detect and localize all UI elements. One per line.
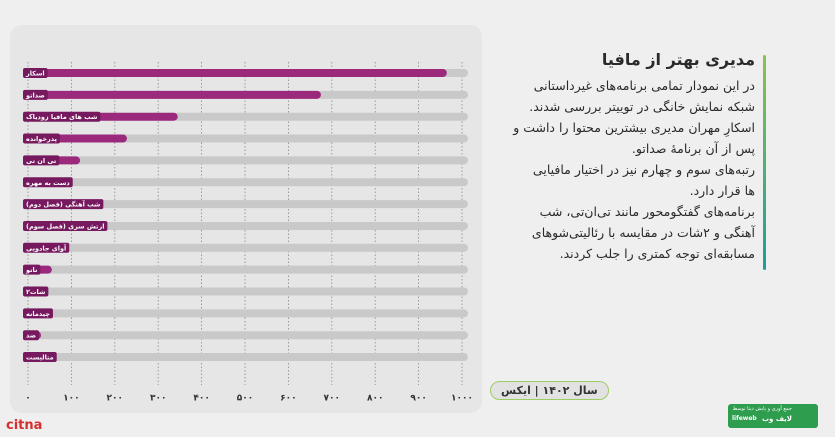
bar-track bbox=[23, 200, 468, 209]
bar-label: اسکار bbox=[25, 70, 45, 78]
x-tick-label: ۴۰۰ bbox=[193, 394, 209, 404]
bar-label-bg bbox=[23, 199, 104, 210]
bar-track bbox=[23, 156, 468, 165]
bar-label: دست به مهره bbox=[26, 179, 70, 187]
bar-label: شب آهنگی (فصل دوم) bbox=[26, 200, 100, 209]
article-body: در این نمودار تمامی برنامه‌های غیرداستان… bbox=[455, 75, 755, 264]
bar-label-bg bbox=[23, 89, 48, 100]
article-line: اسکارِ مهران مدیری بیشترین محتوا را داشت… bbox=[513, 120, 755, 135]
x-tick-label: ۵۰۰ bbox=[237, 394, 253, 404]
bar-label-bg bbox=[23, 242, 70, 253]
bar bbox=[23, 90, 321, 99]
bar-label: ناتو bbox=[25, 266, 37, 274]
bar-label-bg bbox=[23, 352, 57, 363]
bar-track bbox=[23, 221, 468, 230]
article-line: پس از آن برنامهٔ صداتو. bbox=[631, 141, 755, 156]
bar-label-bg bbox=[23, 308, 53, 319]
x-tick-label: ۳۰۰ bbox=[150, 394, 166, 404]
brand-logo: جمع آوری و پایش دیتا توسط لایف وب lifewe… bbox=[728, 404, 818, 428]
bar-track bbox=[23, 178, 468, 187]
brand-latin: lifeweb bbox=[732, 415, 757, 422]
bar-label-bg bbox=[23, 286, 49, 297]
bar-label-bg bbox=[23, 177, 73, 188]
bar-track bbox=[23, 265, 468, 274]
bar-label: آوای جادویی bbox=[26, 243, 67, 252]
x-tick-label: ۷۰۰ bbox=[324, 394, 340, 404]
brand-name: لایف وب bbox=[762, 415, 792, 423]
x-tick-label: ۱۰۰ bbox=[63, 394, 79, 404]
x-tick-label: ۰ bbox=[25, 394, 31, 404]
bar-label: ۲شات bbox=[26, 288, 45, 296]
bar-label-bg bbox=[23, 155, 60, 166]
article-line: برنامه‌های گفتگومحور مانند تی‌ان‌تی، شب bbox=[539, 204, 755, 219]
x-tick-label: ۱۰۰۰ bbox=[451, 394, 473, 404]
bar-label-bg bbox=[23, 68, 48, 78]
x-tick-label: ۶۰۰ bbox=[280, 394, 296, 404]
bar-label: شب های مافیا زودیاک bbox=[26, 113, 97, 121]
bar-track bbox=[23, 331, 468, 340]
bar-track bbox=[23, 353, 468, 362]
x-tick-label: ۸۰۰ bbox=[367, 394, 383, 404]
bar-label-bg bbox=[23, 264, 41, 275]
article-title: مدیری بهتر از مافیا bbox=[601, 50, 755, 69]
article-line: در این نمودار تمامی برنامه‌های غیرداستان… bbox=[533, 78, 755, 93]
bar-label-bg bbox=[23, 111, 101, 122]
bar-label: متالیست bbox=[26, 354, 54, 362]
bar-label: ارتش سری (فصل سوم) bbox=[26, 222, 104, 230]
article-line: ها قرار دارد. bbox=[689, 183, 755, 198]
bar-track bbox=[23, 243, 468, 252]
bar-track bbox=[23, 134, 468, 143]
bar-label-bg bbox=[23, 220, 108, 231]
x-tick-label: ۲۰۰ bbox=[107, 394, 123, 404]
badge: سال ۱۴۰۲ | ایکس bbox=[490, 381, 609, 400]
bar-label-bg bbox=[23, 133, 60, 144]
article-line: شبکه نمایش خانگی در توییتر بررسی شدند. bbox=[529, 99, 755, 114]
bar-label-bg bbox=[23, 330, 40, 341]
accent-bar bbox=[763, 55, 766, 270]
bar-label: پدرخوانده bbox=[26, 135, 57, 143]
bar bbox=[23, 69, 447, 77]
article-line: رتبه‌های سوم و چهارم نیز در اختیار مافیا… bbox=[532, 162, 755, 177]
brand-note: جمع آوری و پایش دیتا توسط bbox=[732, 406, 792, 412]
site-logo: citna bbox=[6, 418, 43, 433]
bar-label: صداتو bbox=[25, 91, 45, 99]
article-line: آهنگی و ۲شات در مقایسه با رئالیتی‌شوهای bbox=[531, 225, 755, 240]
bar-track bbox=[23, 287, 468, 296]
bar-label: ضد bbox=[26, 332, 36, 340]
bar-label: چیدمانه bbox=[26, 310, 50, 318]
article: مدیری بهتر از مافیا در این نمودار تمامی … bbox=[455, 50, 755, 264]
bar-label: تی ان تی bbox=[26, 157, 56, 165]
article-line: مسابقه‌ای توجه کمتری را جلب کردند. bbox=[559, 246, 755, 261]
x-tick-label: ۹۰۰ bbox=[410, 394, 426, 404]
bar-track bbox=[23, 309, 468, 318]
